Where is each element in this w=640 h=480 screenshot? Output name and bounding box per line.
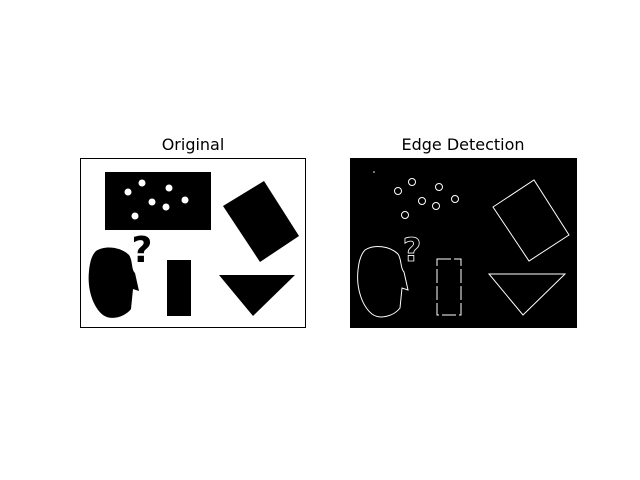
panel-title-original: Original [161,135,225,154]
vertical-bar-edge [436,258,462,316]
dotted-rectangle-shape [105,172,211,230]
vertical-bar-shape [167,260,191,316]
original-shapes-image: ? [81,159,305,327]
panel-title-edge-detection: Edge Detection [401,135,525,154]
inverted-triangle-edge [487,273,567,316]
edge-map-image: ? [350,158,577,328]
rotated-rectangle-shape [223,181,299,262]
dot-edges [394,178,459,219]
rotated-rectangle-edge [492,179,570,262]
head-silhouette-edge [357,246,409,318]
inverted-triangle-shape [219,275,295,316]
head-silhouette-shape [88,247,139,318]
question-mark-shape: ? [132,230,153,271]
question-mark-edge: ? [403,231,422,269]
edge-detection-panel: ? [350,158,577,328]
original-image-panel: ? [80,158,306,328]
